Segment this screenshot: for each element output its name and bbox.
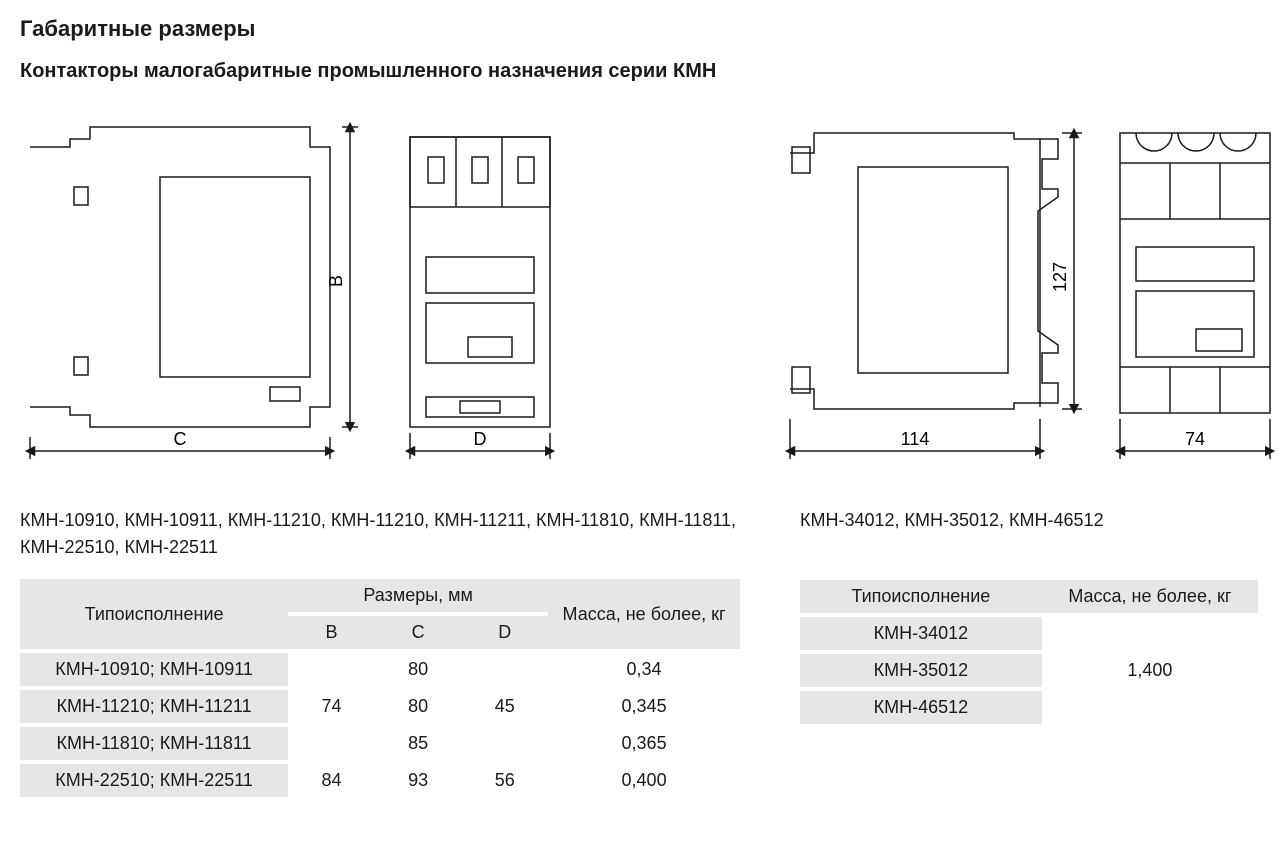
diagram-front-74: 74 (1100, 107, 1278, 467)
tables-row: КМН-10910, КМН-10911, КМН-11210, КМН-112… (20, 507, 1258, 801)
th-type: Типоисполнение (800, 580, 1042, 613)
th-dim: Размеры, мм (288, 579, 548, 612)
right-caption: КМН-34012, КМН-35012, КМН-46512 (800, 507, 1258, 534)
dim-label-74: 74 (1185, 429, 1205, 449)
cell-mass: 0,365 (548, 727, 740, 760)
cell-mass: 0,345 (548, 690, 740, 723)
page-title: Габаритные размеры (20, 16, 1258, 42)
dim-label-c: C (174, 429, 187, 449)
cell-type: КМН-11810; КМН-11811 (20, 727, 288, 760)
diagram-side-bc: B C (20, 107, 360, 467)
cell-d: 56 (461, 764, 548, 797)
cell-type: КМН-22510; КМН-22511 (20, 764, 288, 797)
th-b: B (288, 616, 375, 649)
cell-mass: 0,34 (548, 653, 740, 686)
th-type: Типоисполнение (20, 579, 288, 649)
th-mass: Масса, не более, кг (1042, 580, 1258, 613)
cell-mass: 1,400 (1042, 617, 1258, 724)
cell-type: КМН-35012 (800, 654, 1042, 687)
th-d: D (461, 616, 548, 649)
cell-mass: 0,400 (548, 764, 740, 797)
table-left: Типоисполнение Размеры, мм Масса, не бол… (20, 575, 740, 801)
cell-type: КМН-46512 (800, 691, 1042, 724)
th-mass: Масса, не более, кг (548, 579, 740, 649)
table-row: КМН-11810; КМН-11811 85 0,365 (20, 727, 740, 760)
cell-d: 45 (461, 653, 548, 760)
cell-type: КМН-11210; КМН-11211 (20, 690, 288, 723)
table-right: Типоисполнение Масса, не более, кг КМН-3… (800, 576, 1258, 728)
figure-right-group: 127 114 (770, 107, 1278, 467)
table-row: КМН-34012 1,400 (800, 617, 1258, 650)
cell-c: 85 (375, 727, 462, 760)
page-subtitle: Контакторы малогабаритные промышленного … (20, 60, 1258, 83)
dim-label-114: 114 (901, 429, 930, 449)
figure-left-group: B C (20, 107, 580, 467)
figures-row: B C (20, 107, 1258, 467)
cell-c: 93 (375, 764, 462, 797)
diagram-side-114: 127 114 (770, 107, 1090, 467)
table-row: КМН-22510; КМН-22511 84 93 56 0,400 (20, 764, 740, 797)
cell-b: 84 (288, 764, 375, 797)
dim-label-b: B (326, 275, 346, 287)
table-row: КМН-11210; КМН-11211 80 0,345 (20, 690, 740, 723)
cell-type: КМН-10910; КМН-10911 (20, 653, 288, 686)
left-caption: КМН-10910, КМН-10911, КМН-11210, КМН-112… (20, 507, 740, 561)
cell-b: 74 (288, 653, 375, 760)
th-c: C (375, 616, 462, 649)
dim-label-d: D (474, 429, 487, 449)
cell-c: 80 (375, 690, 462, 723)
diagram-front-d: D (390, 107, 580, 467)
dim-label-127: 127 (1050, 262, 1070, 292)
table-row: КМН-10910; КМН-10911 74 80 45 0,34 (20, 653, 740, 686)
cell-c: 80 (375, 653, 462, 686)
cell-type: КМН-34012 (800, 617, 1042, 650)
